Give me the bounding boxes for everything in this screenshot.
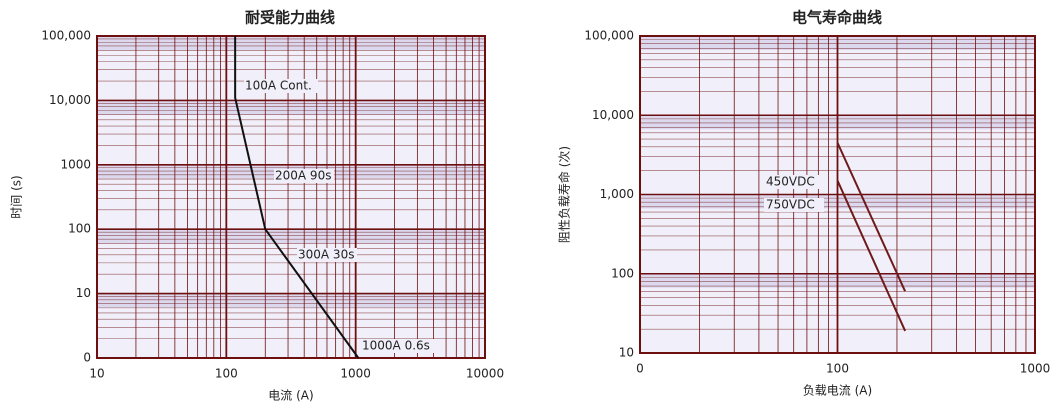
annotation: 100A Cont. xyxy=(245,79,312,93)
y-tick-label: 100 xyxy=(68,222,91,236)
data-line xyxy=(836,180,907,332)
annotation-bg xyxy=(244,79,318,93)
annotation: 300A 30s xyxy=(298,248,354,262)
x-axis-title: 负载电流 (A) xyxy=(803,384,872,398)
y-tick-label: 100,000 xyxy=(584,29,634,43)
data-line xyxy=(234,36,360,359)
y-tick-label: 10,000 xyxy=(592,108,634,122)
x-tick-label: 100 xyxy=(826,362,849,376)
x-tick-label: 1000 xyxy=(340,367,371,381)
y-tick-label: 1,000 xyxy=(600,187,634,201)
decade-band xyxy=(97,293,485,308)
label-bg xyxy=(764,175,824,189)
y-tick-label: 10 xyxy=(76,286,91,300)
y-tick-label: 0 xyxy=(83,351,91,365)
series-label: 450VDC xyxy=(766,175,815,189)
annotation-bg xyxy=(274,169,334,183)
y-tick-label: 10 xyxy=(619,346,634,360)
chart-title: 耐受能力曲线 xyxy=(245,9,335,27)
x-tick-label: 1000 xyxy=(1020,362,1051,376)
y-tick-label: 10,000 xyxy=(49,93,91,107)
annotation: 1000A 0.6s xyxy=(362,339,430,353)
plot-frame xyxy=(639,35,1036,354)
decade-band xyxy=(97,229,485,244)
chart-title: 电气寿命曲线 xyxy=(792,9,882,27)
annotation-bg xyxy=(297,248,357,262)
y-axis-title: 时间 (s) xyxy=(10,175,24,218)
label-bg xyxy=(764,198,824,212)
y-tick-label: 100,000 xyxy=(41,29,91,43)
y-tick-label: 100 xyxy=(611,266,634,280)
x-axis-title: 电流 (A) xyxy=(268,389,313,403)
series-label: 750VDC xyxy=(766,198,815,212)
annotation: 200A 90s xyxy=(275,169,331,183)
decade-band xyxy=(97,36,485,50)
x-tick-label: 10 xyxy=(89,367,104,381)
x-tick-label: 100 xyxy=(215,367,238,381)
x-tick-label: 0 xyxy=(636,362,644,376)
annotation-bg xyxy=(361,339,435,353)
x-tick-label: 10000 xyxy=(466,367,504,381)
decade-band xyxy=(97,100,485,115)
data-line xyxy=(836,142,907,292)
y-tick-label: 1000 xyxy=(60,157,91,171)
plot-frame xyxy=(96,35,486,359)
y-axis-title: 阻性负载寿命 (次) xyxy=(557,146,572,243)
